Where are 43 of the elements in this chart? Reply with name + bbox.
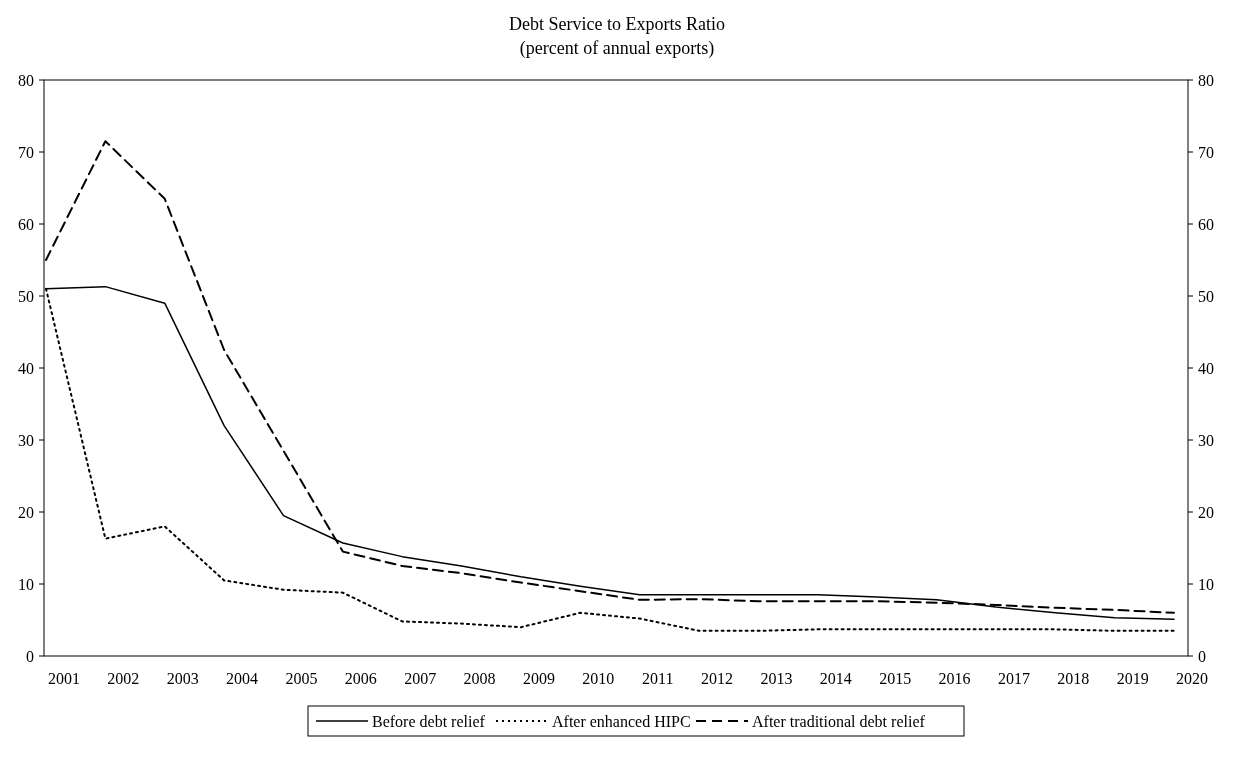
x-tick-label: 2006 [344,670,377,687]
legend-label: After traditional debt relief [752,713,926,730]
y-tick-label: 60 [18,215,34,233]
y-tick-label: 10 [18,575,34,593]
y2-tick-label: 20 [1198,503,1214,521]
x-tick-label: 2008 [463,670,496,687]
y2-tick-label: 0 [1198,647,1206,665]
x-tick-label: 2009 [522,670,555,687]
y2-tick-label: 70 [1198,143,1214,161]
x-tick-label: 2019 [1116,670,1149,687]
x-tick-label: 2010 [582,670,615,687]
y-tick-label: 80 [18,71,34,89]
legend-label: After enhanced HIPC [552,713,691,730]
y-tick-label: 70 [18,143,34,161]
x-tick-label: 2016 [938,670,971,687]
x-tick-label: 2015 [879,670,912,687]
x-tick-label: 2018 [1057,670,1090,687]
y2-tick-label: 50 [1198,287,1214,305]
chart-subtitle: (percent of annual exports) [519,38,715,59]
x-tick-label: 2020 [1176,670,1208,687]
y2-tick-label: 40 [1198,359,1214,377]
x-tick-label: 2014 [819,670,852,687]
y2-tick-label: 10 [1198,575,1214,593]
y2-tick-label: 30 [1198,431,1214,449]
y-tick-label: 50 [18,287,34,305]
x-tick-label: 2002 [107,670,140,687]
y-tick-label: 30 [18,431,34,449]
x-tick-label: 2011 [641,670,674,687]
y2-tick-label: 80 [1198,71,1214,89]
x-tick-label: 2001 [48,670,80,687]
y-tick-label: 40 [18,359,34,377]
legend-label: Before debt relief [372,713,486,730]
x-tick-label: 2012 [701,670,734,687]
x-tick-label: 2013 [760,670,793,687]
x-tick-label: 2017 [997,670,1030,687]
y-tick-label: 0 [26,647,34,665]
x-tick-label: 2003 [166,670,199,687]
y-tick-label: 20 [18,503,34,521]
x-tick-label: 2005 [285,670,318,687]
chart-title: Debt Service to Exports Ratio [509,14,725,34]
x-tick-label: 2004 [226,670,259,687]
y2-tick-label: 60 [1198,215,1214,233]
x-tick-label: 2007 [404,670,437,687]
